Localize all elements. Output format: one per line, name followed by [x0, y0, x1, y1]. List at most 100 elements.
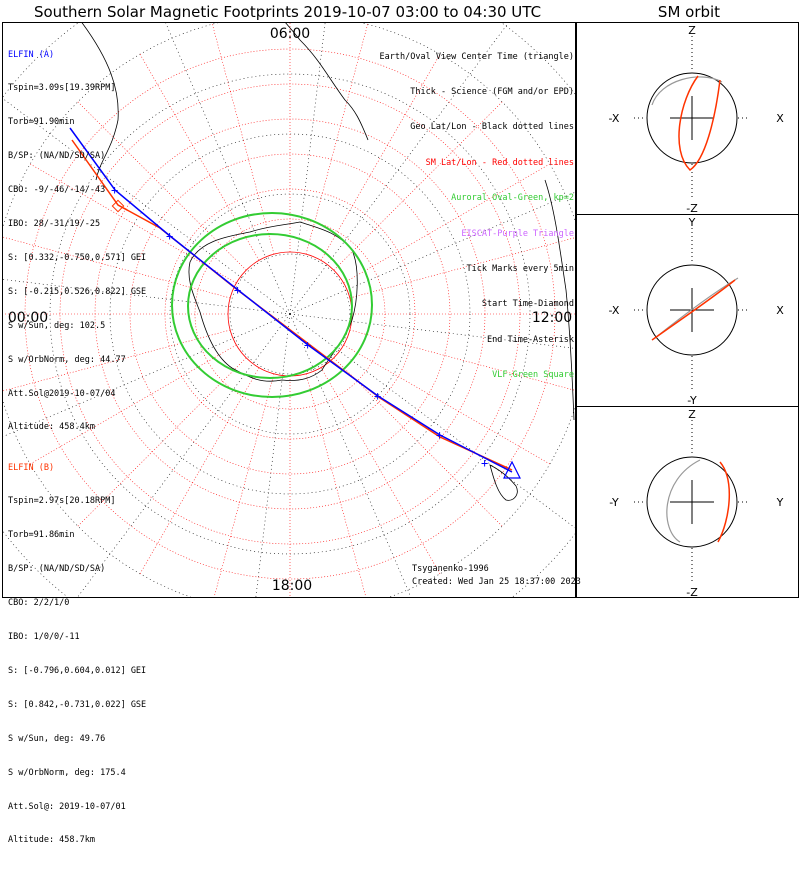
elfin-a-info: ELFIN (A) Tspin=3.09s[19.39RPM] Torb=91.…	[8, 27, 146, 456]
sm-meridian	[320, 54, 441, 261]
elfin-b-line: S: [0.842,-0.731,0.022] GSE	[8, 699, 147, 710]
legend-item: Geo Lat/Lon - Black dotted lines	[410, 122, 574, 133]
sm-orbit-track	[651, 279, 736, 341]
sm-axis-label-right: X	[776, 304, 784, 317]
coastline	[285, 23, 369, 141]
elfin-a-tick: +	[166, 229, 173, 243]
sm-meridian	[213, 373, 275, 597]
sm-meridian	[3, 329, 231, 392]
auroral-oval-inner	[187, 233, 353, 379]
legend-item: Tick Marks every 5min	[466, 263, 574, 274]
created-timestamp: Created: Wed Jan 25 18:37:00 2023	[412, 577, 581, 587]
map-layer: + + + + + + +06:00 00:00 12:00 18:00	[3, 23, 575, 597]
legend-item: Earth/Oval View Center Time (triangle)	[379, 51, 574, 62]
geo-meridian	[3, 98, 291, 315]
sm-meridian	[139, 367, 260, 574]
coastline	[81, 23, 119, 181]
sm-meridian	[305, 24, 368, 255]
clock-label-bottom: 18:00	[272, 578, 312, 594]
sm-axis-label-top: Z	[688, 24, 696, 37]
sm-latitude-circle	[24, 48, 556, 580]
elfin-b-info: ELFIN (B) Tspin=2.97s[20.18RPM] Torb=91.…	[8, 440, 146, 869]
sm-orbit-track	[678, 75, 721, 171]
elfin-b-header: ELFIN (B)	[8, 462, 55, 473]
elfin-a-tick: +	[436, 428, 443, 442]
elfin-b-line: Att.Sol@: 2019-10-07/01	[8, 801, 126, 812]
elfin-a-line: Torb=91.90min	[8, 117, 75, 128]
sm-orbit-title: SM orbit	[657, 3, 721, 21]
sm-axis-label-left: -X	[609, 304, 620, 317]
elfin-b-line: IBO: 1/0/0/-11	[8, 632, 80, 643]
sm-meridian	[343, 344, 550, 465]
sm-frame	[576, 22, 799, 598]
geo-meridian	[289, 313, 412, 597]
auroral-oval-outer	[171, 212, 373, 398]
elfin-a-tick: +	[234, 283, 241, 297]
elfin-a-line: Att.Sol@2019-10-07/04	[8, 388, 116, 399]
elfin-a-tick: +	[111, 183, 118, 197]
sm-orbit-gray	[651, 76, 723, 106]
sm-meridian	[139, 54, 260, 261]
elfin-a-track	[69, 127, 513, 473]
sm-meridian	[3, 236, 231, 299]
sm-meridian	[320, 367, 441, 574]
geo-meridian	[255, 313, 291, 597]
geo-meridian	[3, 279, 291, 315]
sm-axis-label-bottom: -Z	[686, 202, 698, 215]
elfin-a-line: B/SP: (NA/ND/SD/SA)	[8, 151, 106, 162]
legend-item: Start Time-Diamond	[481, 299, 574, 310]
elfin-a-tick: +	[304, 338, 311, 352]
geo-latitude-circle	[229, 253, 351, 375]
view-center-triangle	[503, 460, 521, 479]
clock-label-left: 00:00	[8, 310, 48, 326]
elfin-b-line: S w/Sun, deg: 49.76	[8, 733, 106, 744]
elfin-a-line: S w/OrbNorm, deg: 44.77	[8, 354, 126, 365]
footprint-figure: Southern Solar Magnetic Footprints 2019-…	[2, 3, 799, 845]
legend: Earth/Oval View Center Time (triangle) T…	[380, 28, 574, 406]
elfin-a-line: Altitude: 458.4km	[8, 422, 95, 433]
credit: Tsyganenko-1996	[412, 564, 489, 574]
elfin-b-line: Altitude: 458.7km	[8, 835, 95, 846]
elfin-b-line: S: [-0.796,0.604,0.012] GEI	[8, 665, 147, 676]
elfin-a-tick: +	[374, 389, 381, 403]
geo-meridian	[289, 23, 509, 315]
sm-meridian	[30, 344, 237, 465]
elfin-b-line: Torb=91.86min	[8, 530, 75, 541]
sm-meridian	[30, 163, 237, 284]
sm-axis-label-bottom: -Z	[686, 586, 698, 599]
elfin-b-line: B/SP: (NA/ND/SD/SA)	[8, 564, 106, 575]
sm-latitude-circle	[129, 153, 451, 475]
geo-meridian	[289, 191, 575, 315]
geo-meridian	[289, 313, 575, 529]
earth-circle	[646, 72, 738, 164]
earth-circle	[646, 264, 738, 356]
sm-axis-label-right: X	[776, 112, 784, 125]
sm-meridian	[77, 357, 247, 527]
elfin-a-line: Tspin=3.09s[19.39RPM]	[8, 83, 116, 94]
sm-orbit-track	[717, 461, 730, 543]
sm-axis-label-top: Y	[688, 216, 696, 229]
sm-meridian	[333, 101, 503, 271]
earth-circle	[646, 456, 738, 548]
sm-meridian	[77, 101, 247, 271]
sm-axis-label-top: Z	[688, 408, 696, 421]
start-diamond	[111, 199, 125, 213]
plot-title: Southern Solar Magnetic Footprints 2019-…	[33, 3, 542, 21]
polar-plot: + + + + + + +06:00 00:00 12:00 18:00 Z -Z -X X Y -Y -X X Z…	[2, 22, 799, 599]
elfin-a-line: S w/Sun, deg: 102.5	[8, 320, 106, 331]
main-frame	[2, 22, 576, 598]
sm-axis-label-left: -Y	[609, 496, 619, 509]
legend-item: EISCAT-Purple Triangle	[461, 228, 574, 239]
geo-meridian	[165, 23, 291, 315]
clock-label-top: 06:00	[270, 26, 310, 42]
elfin-b-line: S w/OrbNorm, deg: 175.4	[8, 767, 126, 778]
legend-item: Auroral Oval-Green, kp=2	[451, 193, 574, 204]
sm-meridian	[212, 24, 275, 255]
elfin-a-header: ELFIN (A)	[8, 49, 55, 60]
sm-axis-label-left: -X	[609, 112, 620, 125]
geo-meridian	[289, 313, 575, 349]
sm-axis-label-right: Y	[776, 496, 784, 509]
sm-meridian	[349, 329, 575, 391]
geo-meridian	[3, 313, 291, 437]
coastline	[544, 179, 575, 421]
